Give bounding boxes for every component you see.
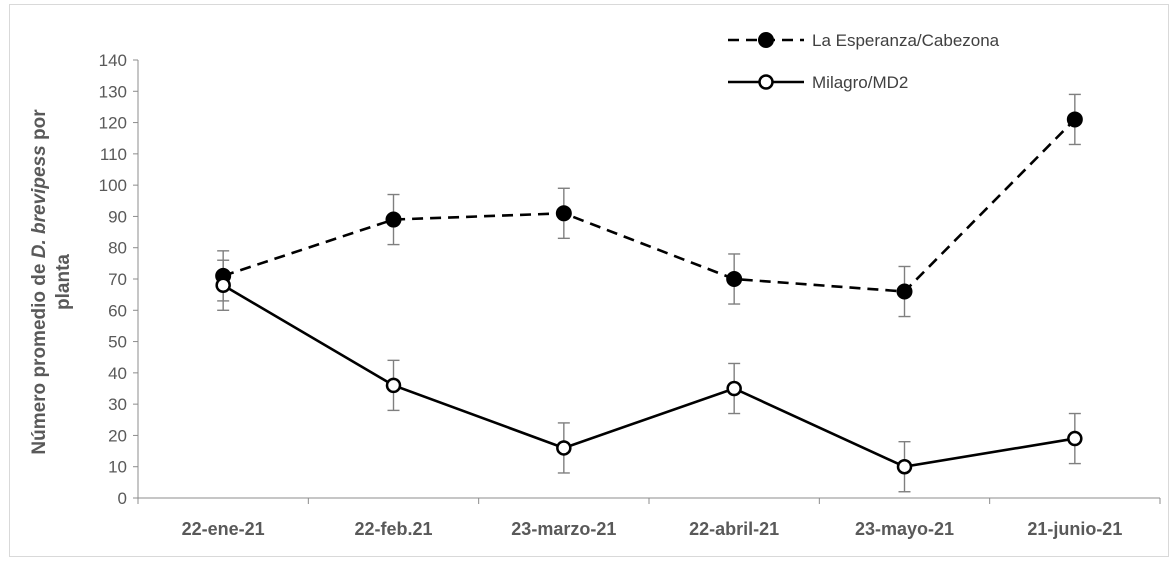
y-tick-label: 40 <box>108 364 127 383</box>
data-point-milagro <box>556 440 572 456</box>
data-markers <box>215 111 1083 475</box>
svg-text:Número promedio de D. brevipes: Número promedio de D. brevipess por <box>29 109 50 455</box>
axes: 0 10 20 30 40 50 60 70 80 90 100 110 120 130 140 22-ene… <box>99 51 1161 539</box>
series-lines <box>222 118 1076 469</box>
x-tick-label: 22-ene-21 <box>182 519 265 539</box>
data-point-esperanza <box>385 211 402 228</box>
y-tick-label: 100 <box>99 176 127 195</box>
y-tick-label: 60 <box>108 301 127 320</box>
y-tick-label: 50 <box>108 333 127 352</box>
series-line-esperanza <box>222 118 1076 293</box>
data-point-esperanza <box>896 283 913 300</box>
y-axis-label-part2: por <box>29 109 50 145</box>
y-tick-label: 20 <box>108 426 127 445</box>
data-point-milagro <box>1067 430 1083 447</box>
y-axis-label-italic: D. brevipess <box>29 145 50 258</box>
x-tick-label: 23-mayo-21 <box>855 519 954 539</box>
y-tick-label: 120 <box>99 114 127 133</box>
legend-label-esperanza: La Esperanza/Cabezona <box>812 31 1000 50</box>
y-tick-label: 70 <box>108 270 127 289</box>
x-tick-label: 22-feb.21 <box>354 519 432 539</box>
series-line-milagro <box>222 284 1076 469</box>
data-point-milagro <box>215 277 231 294</box>
error-bars <box>217 93 1081 493</box>
x-tick-label: 23-marzo-21 <box>511 519 616 539</box>
legend: La Esperanza/Cabezona Milagro/MD2 <box>728 31 1000 92</box>
y-tick-label: 0 <box>118 489 127 508</box>
legend-label-milagro: Milagro/MD2 <box>812 73 908 92</box>
y-tick-label: 80 <box>108 239 127 258</box>
y-tick-label: 110 <box>100 145 127 164</box>
chart-frame <box>9 4 1169 557</box>
legend-marker-esperanza <box>758 32 774 48</box>
data-point-esperanza <box>726 271 743 287</box>
y-tick-label: 10 <box>108 458 127 477</box>
data-point-esperanza <box>1066 111 1083 128</box>
legend-marker-milagro <box>758 74 774 90</box>
y-tick-label: 30 <box>108 395 127 414</box>
y-tick-label: 90 <box>108 207 127 226</box>
y-axis-label-line2: planta <box>53 254 74 310</box>
data-point-milagro <box>726 380 742 397</box>
data-point-milagro <box>896 458 913 475</box>
y-tick-label: 140 <box>99 51 127 70</box>
y-axis-label: Número promedio de D. brevipess por plan… <box>29 109 74 455</box>
x-tick-label: 22-abril-21 <box>689 519 779 539</box>
data-point-milagro <box>385 377 402 394</box>
data-point-esperanza <box>555 205 572 222</box>
y-tick-label: 130 <box>99 82 127 101</box>
y-axis-label-part1: Número promedio de <box>29 258 50 454</box>
x-tick-label: 21-junio-21 <box>1027 519 1122 539</box>
